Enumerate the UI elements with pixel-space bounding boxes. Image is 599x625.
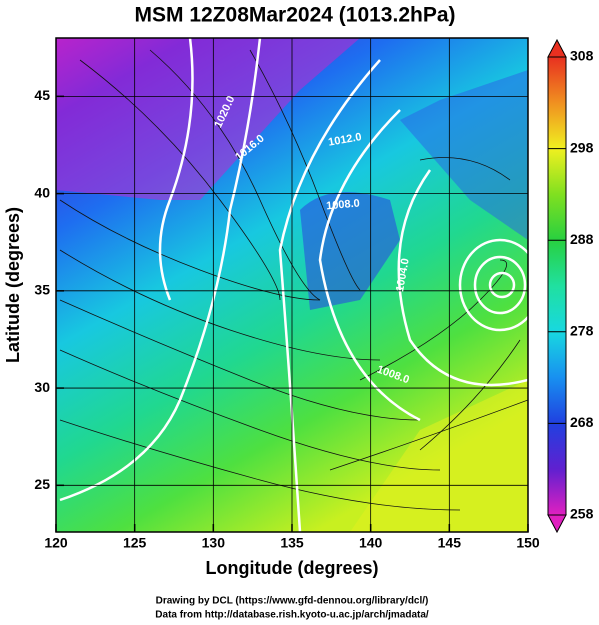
- x-axis-label: Longitude (degrees): [205, 558, 378, 578]
- colorbar: 258 268 278 288 298 308: [547, 38, 594, 534]
- y-axis-label: Latitude (degrees): [3, 207, 23, 363]
- title: MSM 12Z08Mar2024 (1013.2hPa): [135, 4, 456, 27]
- colorbar-tick-label: 308: [570, 48, 594, 64]
- colorbar-extend-low: [547, 514, 567, 534]
- y-tick-label: 40: [34, 184, 50, 200]
- x-tick-label: 120: [44, 535, 68, 551]
- colorbar-tick-label: 288: [570, 231, 594, 247]
- colorbar-tick-label: 258: [570, 506, 594, 522]
- warm-region: [350, 380, 528, 532]
- credit: Drawing by DCL (https://www.gfd-dennou.o…: [156, 596, 429, 607]
- colorbar-tick-label: 278: [570, 323, 594, 339]
- x-tick-label: 145: [438, 535, 462, 551]
- y-tick-label: 30: [34, 379, 50, 395]
- x-tick-label: 135: [280, 535, 304, 551]
- colorbar-tick-label: 298: [570, 139, 594, 155]
- x-tick-label: 150: [516, 535, 540, 551]
- contour-label: 1008.0: [326, 197, 361, 212]
- y-tick-label: 25: [34, 476, 50, 492]
- contour-label: 1004.0: [394, 257, 412, 292]
- axes: 120 125 130 135 140 145 150 25 30 35 40 45: [34, 87, 539, 551]
- colorbar-tick-label: 268: [570, 414, 594, 430]
- y-tick-label: 45: [34, 87, 50, 103]
- colorbar-extend-high: [547, 38, 567, 58]
- pressure-contours: [59, 38, 528, 532]
- cold-region: [56, 38, 360, 200]
- grid: [56, 38, 528, 532]
- colorbar-scale: [547, 56, 567, 516]
- x-tick-label: 140: [359, 535, 383, 551]
- x-tick-label: 125: [123, 535, 147, 551]
- credit: Data from http://database.rish.kyoto-u.a…: [155, 610, 429, 621]
- cold-sea: [400, 70, 528, 240]
- y-tick-label: 35: [34, 282, 50, 298]
- x-tick-label: 130: [202, 535, 226, 551]
- contour-label: 1012.0: [327, 131, 362, 149]
